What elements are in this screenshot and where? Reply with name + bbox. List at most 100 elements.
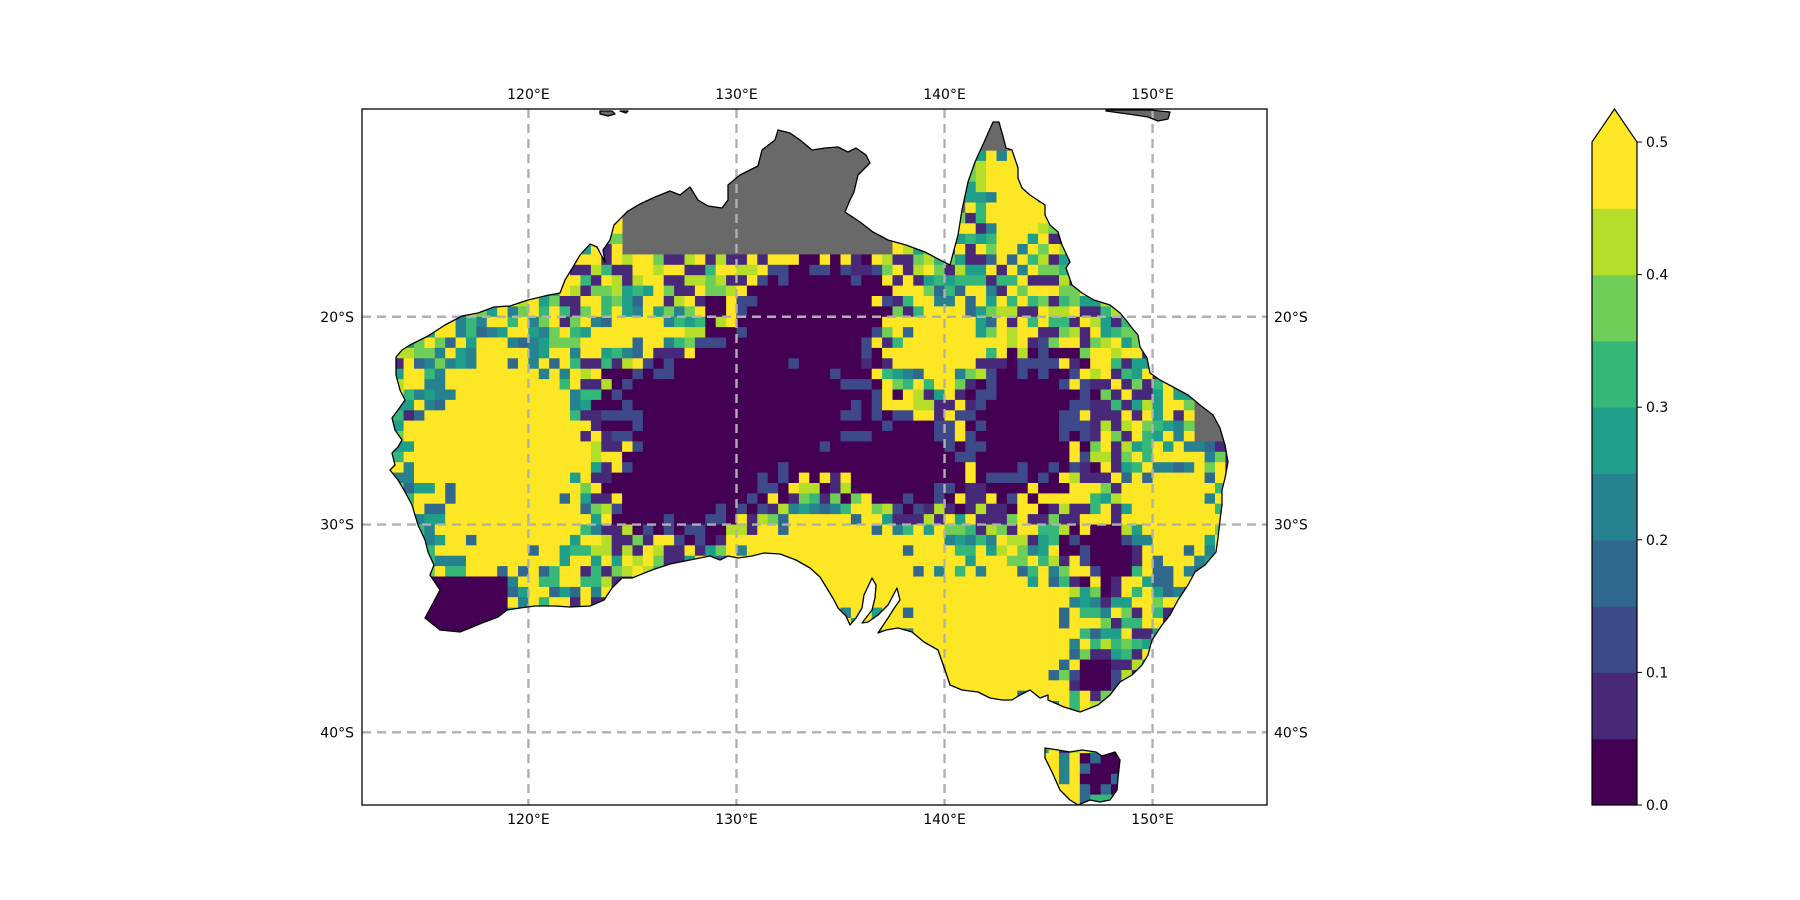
grid-cell xyxy=(1121,628,1133,640)
grid-cell xyxy=(642,545,654,557)
grid-cell xyxy=(434,545,446,557)
grid-cell xyxy=(434,451,446,463)
grid-cell xyxy=(445,389,456,401)
grid-cell xyxy=(954,607,966,619)
grid-cell xyxy=(580,410,592,422)
grid-cell xyxy=(986,534,997,546)
grid-cell xyxy=(986,244,997,255)
grid-cell xyxy=(1027,212,1039,224)
grid-cell xyxy=(434,586,446,598)
grid-cell xyxy=(850,285,862,297)
grid-cell xyxy=(996,493,1008,505)
grid-cell xyxy=(1111,410,1122,422)
grid-cell xyxy=(986,420,997,432)
grid-cell xyxy=(1079,431,1091,442)
grid-cell xyxy=(705,358,717,370)
grid-cell xyxy=(663,503,675,515)
grid-cell xyxy=(1079,607,1091,619)
grid-cell xyxy=(934,607,945,619)
grid-cell xyxy=(1079,503,1091,515)
grid-cell xyxy=(1006,254,1018,266)
grid-cell xyxy=(1059,670,1070,681)
grid-cell xyxy=(424,389,436,401)
grid-cell xyxy=(1111,441,1122,453)
grid-cell xyxy=(913,555,925,567)
grid-cell xyxy=(570,347,581,359)
grid-cell xyxy=(642,264,654,276)
grid-cell xyxy=(996,451,1008,463)
grid-cell xyxy=(1069,576,1081,588)
grid-cell xyxy=(1048,431,1060,442)
grid-cell xyxy=(996,503,1008,515)
grid-cell xyxy=(559,316,571,328)
grid-cell xyxy=(1100,462,1112,473)
grid-cell xyxy=(1059,514,1070,525)
grid-cell xyxy=(424,514,436,525)
grid-cell xyxy=(778,337,789,349)
grid-cell xyxy=(580,327,592,338)
grid-cell xyxy=(1173,514,1185,525)
grid-cell xyxy=(549,483,560,494)
grid-cell xyxy=(528,555,540,567)
grid-cell xyxy=(954,462,966,473)
grid-cell xyxy=(1183,399,1195,411)
grid-cell xyxy=(611,285,623,297)
grid-cell xyxy=(559,347,571,359)
grid-cell xyxy=(559,306,571,318)
grid-cell xyxy=(497,566,508,577)
grid-cell xyxy=(507,379,519,390)
grid-cell xyxy=(1017,493,1029,505)
grid-cell xyxy=(1038,534,1049,546)
grid-cell xyxy=(767,285,779,297)
grid-cell xyxy=(663,264,675,276)
grid-cell xyxy=(528,576,540,588)
grid-cell xyxy=(996,670,1008,681)
grid-cell xyxy=(1121,337,1133,349)
grid-cell xyxy=(798,275,810,286)
grid-cell xyxy=(882,399,893,411)
grid-cell xyxy=(965,534,977,546)
grid-cell xyxy=(1059,389,1070,401)
grid-cell xyxy=(445,462,456,473)
grid-cell xyxy=(663,275,675,286)
grid-cell xyxy=(757,358,769,370)
grid-cell xyxy=(1059,483,1070,494)
grid-cell xyxy=(996,586,1008,598)
grid-cell xyxy=(861,566,873,577)
grid-cell xyxy=(518,347,529,359)
grid-cell xyxy=(393,420,404,432)
grid-cell xyxy=(788,337,800,349)
grid-cell xyxy=(715,358,727,370)
grid-cell xyxy=(1079,327,1091,338)
grid-cell xyxy=(1173,472,1185,484)
grid-cell xyxy=(975,181,987,193)
grid-cell xyxy=(476,441,488,453)
grid-cell xyxy=(830,264,841,276)
grid-cell xyxy=(663,524,675,536)
grid-cell xyxy=(819,399,831,411)
grid-cell xyxy=(1017,431,1029,442)
grid-cell xyxy=(549,327,560,338)
grid-cell xyxy=(1204,441,1216,453)
grid-cell xyxy=(507,597,519,608)
grid-cell xyxy=(954,347,966,359)
grid-cell xyxy=(590,420,602,432)
grid-cell xyxy=(965,181,977,193)
grid-cell xyxy=(486,451,498,463)
grid-cell xyxy=(913,483,925,494)
grid-cell xyxy=(1017,649,1029,660)
grid-cell xyxy=(580,545,592,557)
grid-cell xyxy=(434,420,446,432)
grid-cell xyxy=(1090,805,1101,816)
grid-cell xyxy=(954,524,966,536)
grid-cell xyxy=(1017,503,1029,515)
grid-cell xyxy=(1152,566,1164,577)
grid-cell xyxy=(518,597,529,608)
grid-cell xyxy=(466,483,477,494)
grid-cell xyxy=(663,399,675,411)
grid-cell xyxy=(1069,524,1081,536)
grid-cell xyxy=(1194,545,1205,557)
grid-cell xyxy=(1173,431,1185,442)
grid-cell xyxy=(1090,327,1101,338)
grid-cell xyxy=(1069,690,1081,702)
